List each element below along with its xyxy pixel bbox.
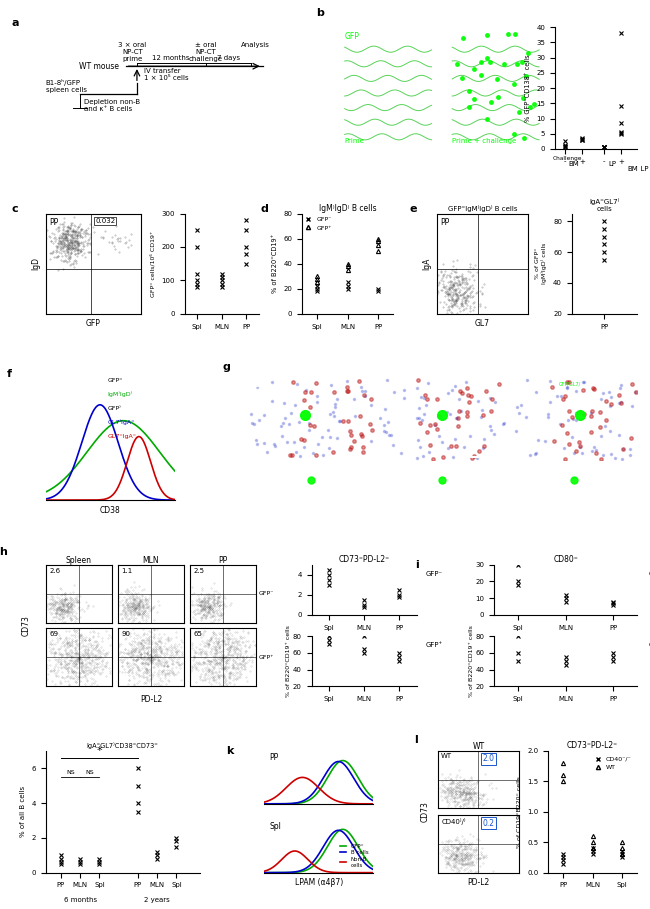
Text: g: g [222,362,231,372]
Text: GFP⁾: GFP⁾ [108,406,122,412]
Text: GFP: GFP [344,32,359,41]
Title: WT: WT [473,742,484,751]
Title: CD73⁼PD-L2⁼: CD73⁼PD-L2⁼ [339,554,390,564]
Title: Spleen: Spleen [66,555,92,564]
Text: 3 × oral
NP-CT
prime: 3 × oral NP-CT prime [118,42,146,62]
Text: *: * [97,746,102,756]
X-axis label: GL7: GL7 [475,319,490,328]
Text: Challenge: Challenge [553,155,582,161]
Text: GFP⁻: GFP⁻ [259,592,274,596]
Text: Spleen: Spleen [515,382,548,391]
Text: Analysis: Analysis [241,42,270,48]
Text: GFP/GL7/: GFP/GL7/ [558,382,581,386]
Text: 65: 65 [194,632,202,637]
Title: CD80⁼: CD80⁼ [553,554,578,564]
Text: 2 years: 2 years [144,897,170,903]
Text: c: c [12,204,19,214]
Text: WT mouse: WT mouse [79,62,119,71]
Text: IgM⁾IgD⁾: IgM⁾IgD⁾ [108,391,133,396]
Text: PP: PP [270,753,279,762]
Text: NS: NS [66,770,75,775]
Legend: CD40⁻/⁻, WT: CD40⁻/⁻, WT [592,754,634,773]
Y-axis label: % of B220⁼CD19⁺: % of B220⁼CD19⁺ [272,234,278,294]
Text: BM: BM [627,166,638,172]
Text: 6 months: 6 months [64,897,97,903]
Text: 90: 90 [122,632,131,637]
Text: GFP⁺: GFP⁺ [649,642,650,648]
Text: 2.0: 2.0 [482,754,495,764]
Text: f: f [6,369,12,379]
Text: 7 days: 7 days [217,55,240,61]
Text: B1-8ʰ/GFP
spleen cells: B1-8ʰ/GFP spleen cells [46,79,86,93]
Y-axis label: GFP⁼ cells/10⁶ CD19⁺: GFP⁼ cells/10⁶ CD19⁺ [150,231,156,297]
Text: 1.1: 1.1 [122,568,133,574]
Legend: GFP⁼, B cells, Non-B
cells: GFP⁼, B cells, Non-B cells [337,842,370,870]
Y-axis label: % of B220⁼CD19⁺ cells: % of B220⁼CD19⁺ cells [469,625,474,697]
Text: 0.2: 0.2 [482,819,495,828]
Text: PP: PP [49,217,58,226]
Text: IV transfer
1 × 10⁵ cells: IV transfer 1 × 10⁵ cells [144,68,188,81]
Text: 69: 69 [49,632,58,637]
Y-axis label: % of CD19⁼B220⁼ cells: % of CD19⁼B220⁼ cells [517,776,522,848]
Text: 2.6: 2.6 [49,568,60,574]
Text: h: h [0,547,7,557]
Text: Prime: Prime [344,138,365,145]
Text: d: d [261,204,269,214]
Text: GFP⁼: GFP⁼ [108,378,123,384]
Text: CD73: CD73 [21,615,31,636]
Text: LP: LP [618,166,648,172]
X-axis label: PD-L2: PD-L2 [467,878,489,887]
Text: GL7⁾IgA⁼: GL7⁾IgA⁼ [108,418,135,425]
Y-axis label: % of GFP⁼
IgM⁾IgD⁾ cells: % of GFP⁼ IgM⁾IgD⁾ cells [536,243,547,285]
Text: Prime + challenge: Prime + challenge [452,138,517,145]
Y-axis label: IgD: IgD [31,257,40,270]
Text: LP: LP [608,161,617,166]
Text: 12 months: 12 months [153,55,190,61]
Text: BM: BM [568,161,579,166]
Text: CD73: CD73 [421,802,430,823]
X-axis label: LPAM (α4β7): LPAM (α4β7) [294,878,343,887]
Text: l: l [414,735,417,745]
Text: NS: NS [85,770,94,775]
Text: GFP⁻: GFP⁻ [649,571,650,576]
Text: GFP⁻: GFP⁻ [425,571,443,576]
Y-axis label: % of B220⁼CD19⁺ cells: % of B220⁼CD19⁺ cells [287,625,291,697]
Text: ± oral
NP-CT
challenge: ± oral NP-CT challenge [188,42,222,62]
Legend: GFP⁻, GFP⁺: GFP⁻, GFP⁺ [306,216,332,231]
X-axis label: GFP: GFP [86,319,101,328]
Text: i: i [415,560,419,570]
Title: IgM⁾IgD⁾ B cells: IgM⁾IgD⁾ B cells [319,204,376,213]
Text: 0.032: 0.032 [96,217,116,224]
Title: IgA⁼GL7⁾
cells: IgA⁼GL7⁾ cells [590,198,619,212]
Text: Spl: Spl [270,822,281,831]
Y-axis label: % of all B cells: % of all B cells [20,786,26,837]
Title: GFP⁼IgM⁾IgD⁾ B cells: GFP⁼IgM⁾IgD⁾ B cells [448,205,517,212]
Text: PP: PP [253,382,265,391]
Title: IgA⁼GL7⁾CD38⁼CD73⁼: IgA⁼GL7⁾CD38⁼CD73⁼ [86,742,159,749]
Text: b: b [316,7,324,17]
Text: a: a [11,17,19,27]
Title: MLN: MLN [142,555,159,564]
Title: PP: PP [218,555,227,564]
Text: Depletion non-B
and κ⁺ B cells: Depletion non-B and κ⁺ B cells [84,99,140,112]
X-axis label: CD38: CD38 [100,505,121,514]
Title: CD73⁼PD-L2⁼: CD73⁼PD-L2⁼ [567,741,618,750]
Y-axis label: IgA: IgA [422,257,432,270]
Text: 2.5: 2.5 [194,568,205,574]
Text: WT: WT [441,754,452,759]
Text: CD40⁾/⁾: CD40⁾/⁾ [441,817,466,824]
Y-axis label: % GFP⁼CD138⁺ cells: % GFP⁼CD138⁺ cells [525,55,530,122]
Text: GFP⁺: GFP⁺ [259,654,274,660]
Text: PP: PP [441,217,450,226]
Text: e: e [410,204,417,214]
Text: k: k [226,745,233,755]
Text: PD-L2: PD-L2 [140,694,162,704]
Text: GL7⁼IgA⁼: GL7⁼IgA⁼ [108,435,136,439]
Text: MLN: MLN [384,382,405,391]
Text: GFP⁺: GFP⁺ [425,642,443,648]
